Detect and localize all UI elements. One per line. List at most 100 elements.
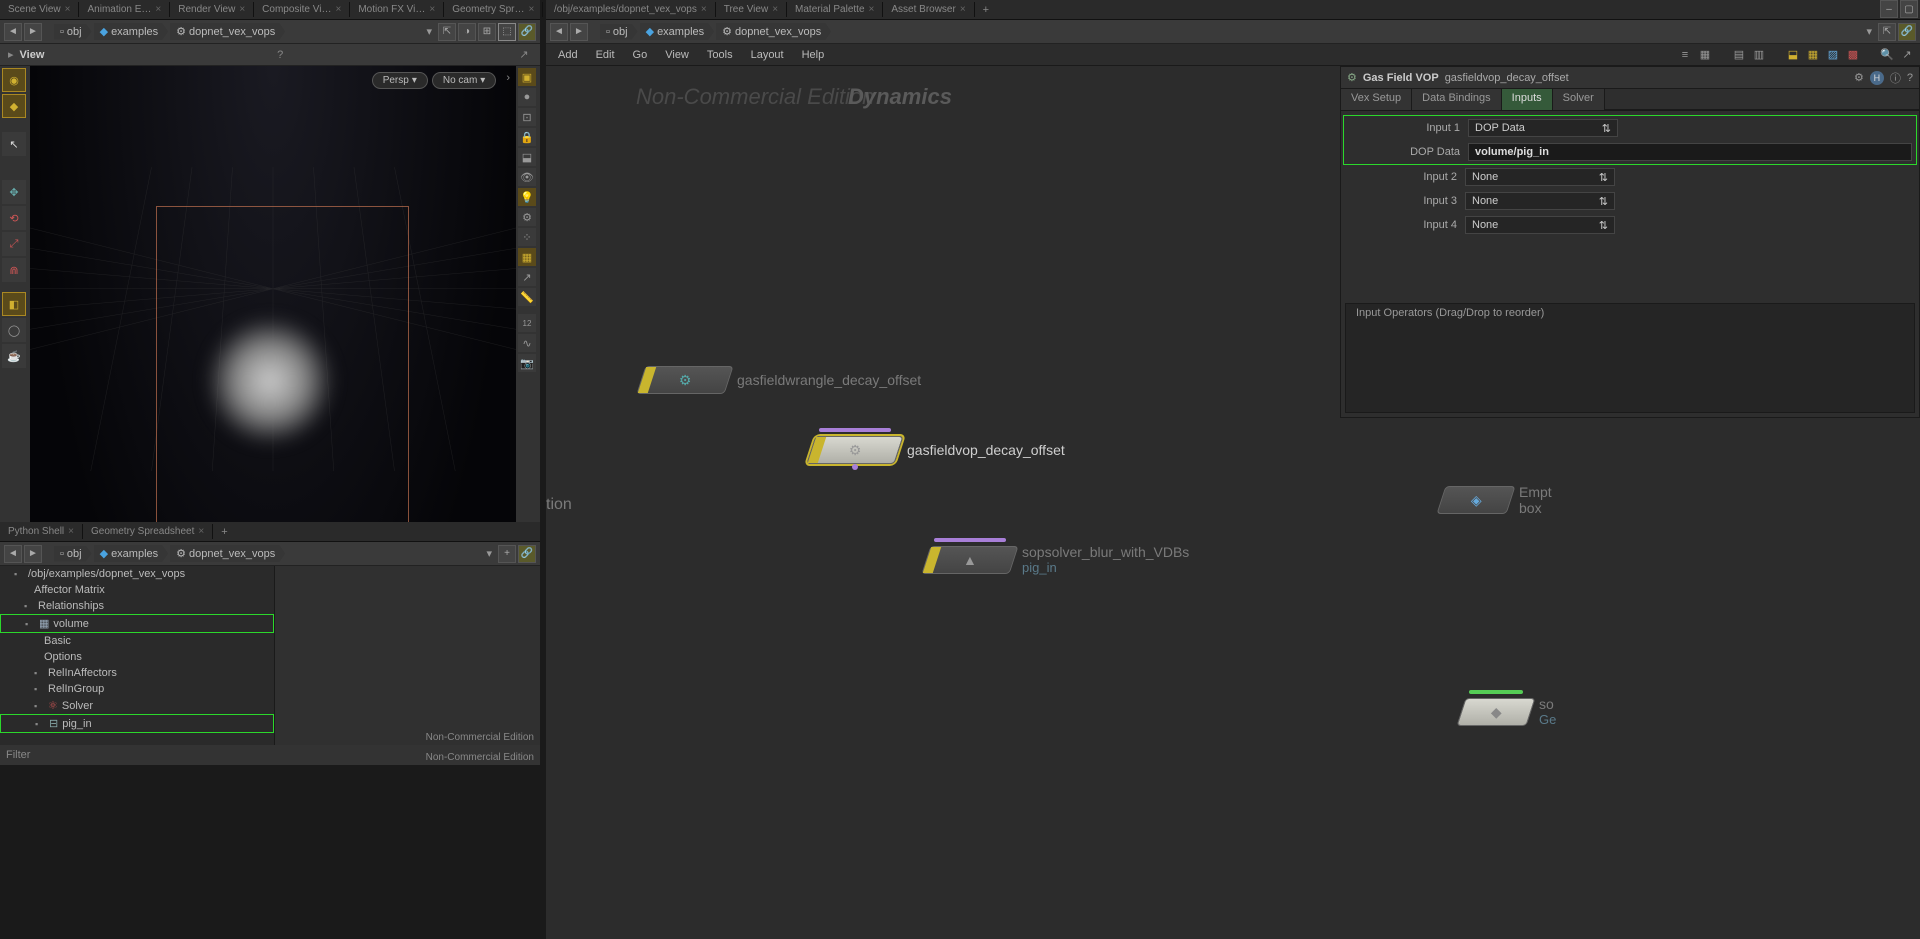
menu-view[interactable]: View [657, 47, 697, 63]
tree-row-basic[interactable]: Basic [0, 633, 274, 649]
close-icon[interactable]: × [68, 526, 74, 537]
info-icon[interactable]: H [1870, 71, 1884, 85]
tab-python-shell[interactable]: Python Shell× [0, 524, 83, 539]
node-empty-box[interactable]: ◈ Empt box [1441, 484, 1552, 516]
close-icon[interactable]: × [155, 4, 161, 15]
close-icon[interactable]: × [772, 4, 778, 15]
camera-button[interactable]: 📷 [518, 354, 536, 372]
dopdata-input[interactable] [1468, 143, 1912, 161]
path-examples[interactable]: ◆examples [94, 23, 169, 40]
palette-icon[interactable]: ▩ [1844, 46, 1862, 64]
collapse-icon[interactable]: ▪ [14, 569, 24, 579]
path-obj[interactable]: ▫obj [600, 24, 638, 40]
param-tab-vexsetup[interactable]: Vex Setup [1341, 89, 1412, 110]
magnet-tool-button[interactable]: ⋒ [2, 258, 26, 282]
expand-icon[interactable]: ↗ [516, 47, 532, 63]
gear-button[interactable]: ⚙ [518, 208, 536, 226]
back-button[interactable]: ◄ [4, 23, 22, 41]
fwd-button[interactable]: ► [24, 545, 42, 563]
translate-tool-button[interactable]: ✥ [2, 180, 26, 204]
tab-asset-browser[interactable]: Asset Browser× [883, 2, 974, 17]
collapse-icon[interactable]: ▪ [25, 619, 35, 629]
link-button[interactable]: 🔗 [1898, 23, 1916, 41]
tree-list[interactable]: ▪/obj/examples/dopnet_vex_vops Affector … [0, 566, 275, 745]
light-tool-button[interactable]: ☕ [2, 344, 26, 368]
handle-tool-button[interactable]: ◆ [2, 94, 26, 118]
tab-composite-view[interactable]: Composite Vi…× [254, 2, 350, 17]
add-tab-button[interactable]: + [213, 524, 235, 540]
tree-row-relationships[interactable]: ▪Relationships [0, 598, 274, 614]
chevron-down-icon[interactable]: ▾ [482, 547, 496, 560]
lock-button[interactable]: 🔒 [518, 128, 536, 146]
select-tool-button[interactable]: ◉ [2, 68, 26, 92]
tree-row-pigin[interactable]: ▪⊟pig_in [0, 714, 274, 733]
close-icon[interactable]: × [65, 4, 71, 15]
tree-row-options[interactable]: Options [0, 649, 274, 665]
node-gasfieldvop[interactable]: ⚙ gasfieldvop_decay_offset [811, 436, 1065, 464]
collapse-icon[interactable]: › [506, 72, 510, 89]
add-tab-button[interactable]: + [975, 2, 997, 18]
curve-button[interactable]: ∿ [518, 334, 536, 352]
back-button[interactable]: ◄ [4, 545, 22, 563]
panel2-icon[interactable]: ▥ [1750, 46, 1768, 64]
chevron-down-icon[interactable]: ▾ [1862, 25, 1876, 38]
param-tab-databindings[interactable]: Data Bindings [1412, 89, 1502, 110]
output-connector[interactable] [852, 464, 858, 470]
link-button[interactable]: 🔗 [518, 23, 536, 41]
path-dopnet[interactable]: ⚙dopnet_vex_vops [170, 545, 285, 562]
input2-dropdown[interactable]: None⇅ [1465, 168, 1615, 186]
menu-go[interactable]: Go [625, 47, 656, 63]
grid-icon[interactable]: ▦ [1696, 46, 1714, 64]
input1-dropdown[interactable]: DOP Data⇅ [1468, 119, 1618, 137]
grid-button[interactable]: ⊞ [478, 23, 496, 41]
tag-icon[interactable]: ⬓ [1784, 46, 1802, 64]
scale-tool-button[interactable]: ⤢ [2, 232, 26, 256]
close-icon[interactable]: × [960, 4, 966, 15]
brush-tool-button[interactable]: ◧ [2, 292, 26, 316]
close-icon[interactable]: × [429, 4, 435, 15]
pin-button[interactable]: ⇱ [438, 23, 456, 41]
menu-edit[interactable]: Edit [588, 47, 623, 63]
swatch-icon[interactable]: ▨ [1824, 46, 1842, 64]
help-icon[interactable]: ? [272, 47, 288, 63]
close-icon[interactable]: × [335, 4, 341, 15]
light-button[interactable]: 💡 [518, 188, 536, 206]
expand-icon[interactable]: ▪ [24, 601, 34, 611]
close-icon[interactable]: × [869, 4, 875, 15]
add-button[interactable]: + [498, 545, 516, 563]
gear-icon[interactable]: ⚙ [1854, 71, 1864, 84]
expand-icon[interactable]: ▪ [34, 701, 44, 711]
persp-dropdown[interactable]: Persp▾ [372, 72, 428, 89]
param-tab-solver[interactable]: Solver [1553, 89, 1605, 110]
display-button[interactable]: ▣ [518, 68, 536, 86]
menu-add[interactable]: Add [550, 47, 586, 63]
capture-button[interactable]: ⬚ [498, 23, 516, 41]
path-dopnet[interactable]: ⚙dopnet_vex_vops [170, 23, 285, 40]
expand-icon[interactable]: ▪ [34, 684, 44, 694]
tab-tree-view[interactable]: Tree View× [716, 2, 787, 17]
num-button[interactable]: 12 [518, 314, 536, 332]
expand-icon[interactable]: ↗ [1898, 46, 1916, 64]
camera-dropdown[interactable]: No cam▾ [432, 72, 496, 89]
tab-render-view[interactable]: Render View× [170, 2, 254, 17]
shade-button[interactable]: ● [518, 88, 536, 106]
path-examples[interactable]: ◆examples [94, 545, 169, 562]
search-icon[interactable]: 🔍 [1878, 46, 1896, 64]
tree-row-relinaffectors[interactable]: ▪RelInAffectors [0, 665, 274, 681]
panel1-icon[interactable]: ▤ [1730, 46, 1748, 64]
node-gasfieldwrangle[interactable]: ⚙ gasfieldwrangle_decay_offset [641, 366, 921, 394]
help-icon[interactable]: ? [1907, 72, 1913, 84]
chevron-down-icon[interactable]: ▾ [422, 25, 436, 38]
wire-button[interactable]: ⊡ [518, 108, 536, 126]
color-icon[interactable]: ▦ [1804, 46, 1822, 64]
menu-layout[interactable]: Layout [743, 47, 792, 63]
expand-icon[interactable]: ▪ [34, 668, 44, 678]
close-icon[interactable]: × [239, 4, 245, 15]
tab-scene-view[interactable]: Scene View× [0, 2, 79, 17]
close-icon[interactable]: × [528, 4, 534, 15]
input3-dropdown[interactable]: None⇅ [1465, 192, 1615, 210]
node-so[interactable]: ◆ so Ge [1461, 696, 1556, 727]
tree-row-relingroup[interactable]: ▪RelInGroup [0, 681, 274, 697]
label-button[interactable]: ⬓ [518, 148, 536, 166]
fwd-button[interactable]: ► [570, 23, 588, 41]
